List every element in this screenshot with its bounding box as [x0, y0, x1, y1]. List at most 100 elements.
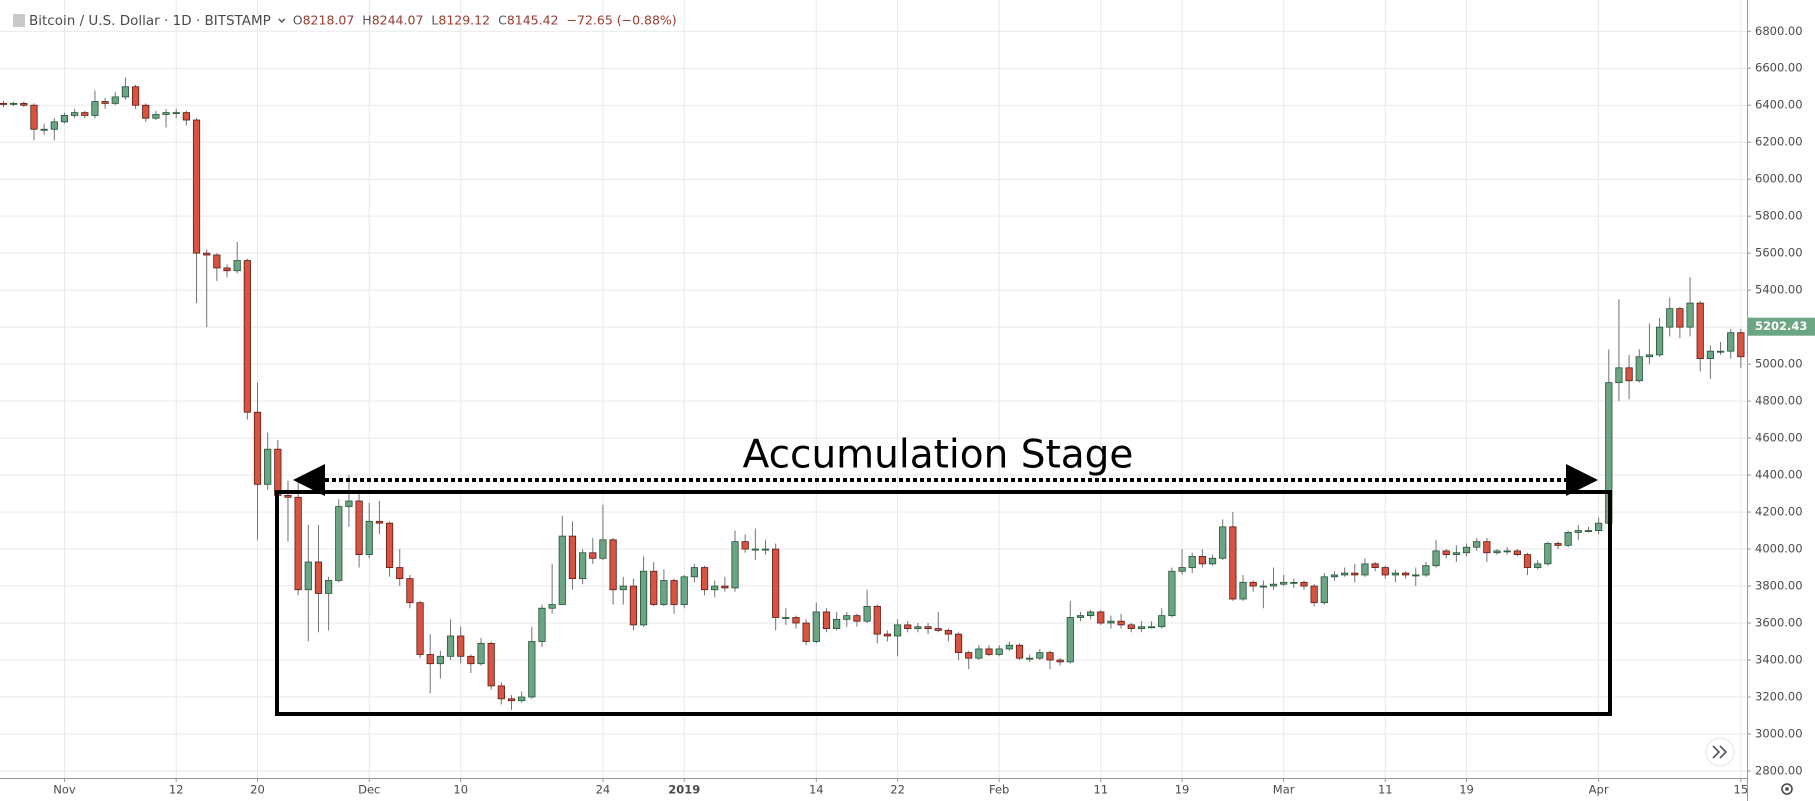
settings-icon[interactable] [1781, 783, 1793, 795]
candle-body [1158, 615, 1166, 628]
candle-body [538, 607, 546, 642]
candle-body [670, 580, 678, 605]
candle-body [944, 630, 952, 635]
candle-body [558, 535, 566, 605]
candle-body [50, 121, 58, 130]
x-tick-label: Feb [989, 783, 1009, 797]
candle-body [1066, 617, 1074, 663]
candle-body [812, 611, 820, 642]
candle-body [1137, 626, 1146, 629]
candle-body [182, 112, 190, 121]
candle-body [1503, 550, 1511, 553]
candle-body [1473, 541, 1481, 548]
candle-body [81, 112, 89, 116]
candle-body [1300, 581, 1308, 587]
y-tick-label: 6200.00 [1755, 135, 1803, 149]
settings[interactable] [1781, 783, 1793, 795]
y-tick-label: 4800.00 [1755, 394, 1803, 408]
axes: 2800.00 3000.00 3200.00 3400.00 3600.00 3800.… [53, 24, 1815, 797]
candle-body [1422, 565, 1430, 576]
symbol-icon [13, 14, 25, 27]
candle-body [1676, 308, 1684, 328]
y-tick-label: 4400.00 [1755, 468, 1803, 482]
candle-body [1097, 611, 1105, 624]
symbol-chevron [278, 18, 286, 23]
y-tick-label: 3200.00 [1755, 690, 1803, 704]
candle-body [1452, 552, 1460, 556]
y-tick-label: 5400.00 [1755, 283, 1803, 297]
candle-body [1574, 530, 1582, 533]
y-tick-label: 6000.00 [1755, 172, 1803, 186]
candle-body [741, 541, 749, 550]
y-tick-label: 5600.00 [1755, 246, 1803, 260]
x-tick-label: 11 [1093, 783, 1108, 797]
candle-body [1036, 652, 1044, 659]
candle-body [1401, 572, 1410, 576]
candle-body [487, 642, 495, 687]
candle-body [1625, 367, 1633, 382]
candle-body [711, 585, 719, 591]
candle-body [335, 506, 343, 581]
candle-body [416, 602, 424, 655]
ohlc-values: O 8218.07 H 8244.07 L 8129.12 C 8145.42 −72.65 (… [278, 13, 677, 28]
ohlc-key: L [431, 13, 438, 28]
ohlc-value: 8218.07 [303, 13, 355, 28]
candle-body [1280, 581, 1288, 585]
candle-body [843, 615, 851, 620]
candle-body [355, 500, 363, 556]
candle-body [1391, 572, 1400, 576]
candle-body [152, 114, 160, 119]
candle-body [203, 252, 211, 256]
candle-body [1320, 576, 1328, 604]
candle-body [782, 617, 790, 619]
x-tick-label: Apr [1589, 783, 1609, 797]
candle-body [426, 654, 434, 665]
candle-body [965, 652, 973, 659]
candle-body [1361, 563, 1369, 576]
candle-body [751, 548, 759, 551]
y-tick-label: 2800.00 [1755, 763, 1803, 777]
candle-body [802, 622, 810, 642]
candle-body [853, 615, 861, 622]
candle-body [284, 495, 292, 498]
candle-body [1168, 570, 1176, 617]
ohlc-key: O [293, 13, 303, 28]
candle-body [243, 260, 251, 413]
x-tick-label: 2019 [668, 783, 700, 797]
candle-body [589, 552, 597, 559]
candle-body [507, 698, 516, 702]
candle-body [1117, 620, 1125, 626]
candle-body [568, 535, 577, 580]
candle-body [304, 561, 312, 591]
candle-body [1716, 350, 1725, 353]
candle-body [1239, 581, 1247, 600]
y-tick-label: 3600.00 [1755, 616, 1803, 630]
candle-body [1666, 308, 1674, 328]
y-tick-label: 4000.00 [1755, 542, 1803, 556]
candle-body [660, 580, 668, 605]
candle-body [467, 655, 475, 665]
candle-body [985, 648, 993, 655]
candles [0, 77, 1745, 710]
candle-body [457, 635, 465, 657]
x-tick-label: 22 [890, 783, 905, 797]
candle-body [650, 570, 658, 605]
candle-body [253, 411, 262, 485]
candle-body [1351, 572, 1359, 576]
scroll-to-realtime[interactable] [1705, 737, 1735, 767]
candle-body [731, 541, 739, 589]
symbol-title[interactable]: Bitcoin / U.S. Dollar · 1D · BITSTAMP [29, 13, 271, 29]
x-tick-label: 24 [596, 783, 611, 797]
candle-body [1493, 550, 1501, 554]
candle-body [1005, 644, 1013, 650]
x-tick-label: Nov [53, 783, 76, 797]
x-tick-label: Mar [1273, 783, 1295, 797]
candle-body [1483, 541, 1491, 554]
x-tick-label: Dec [358, 783, 380, 797]
candle-body [101, 101, 109, 104]
candle-body [1523, 554, 1532, 568]
settings-icon-dot [1785, 787, 1789, 791]
candle-body [314, 561, 323, 594]
candle-body [264, 448, 272, 485]
